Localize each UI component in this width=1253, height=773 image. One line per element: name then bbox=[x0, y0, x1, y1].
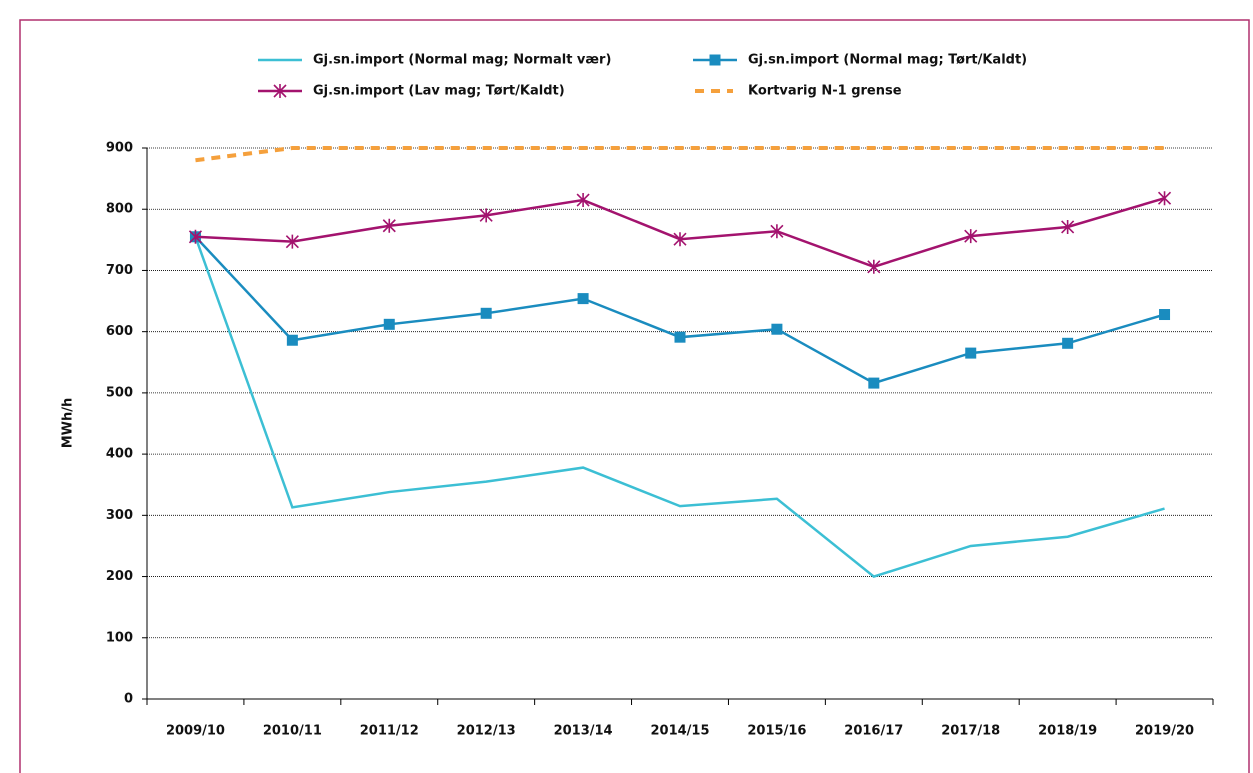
legend-label: Gj.sn.import (Normal mag; Normalt vær) bbox=[313, 53, 611, 68]
y-tick-label: 500 bbox=[106, 385, 133, 400]
marker bbox=[479, 208, 493, 223]
legend-label: Kortvarig N-1 grense bbox=[748, 84, 902, 99]
y-tick-label: 400 bbox=[106, 447, 133, 462]
marker bbox=[868, 377, 880, 389]
marker bbox=[867, 259, 881, 274]
marker bbox=[770, 224, 784, 239]
series-line bbox=[194, 235, 1165, 385]
marker bbox=[1062, 337, 1074, 349]
marker bbox=[964, 229, 978, 244]
series-line bbox=[194, 236, 1165, 578]
marker bbox=[1061, 219, 1075, 234]
series-line bbox=[195, 146, 1165, 163]
marker bbox=[673, 232, 687, 247]
y-tick-label: 700 bbox=[106, 263, 133, 278]
marker bbox=[188, 229, 203, 244]
marker bbox=[286, 334, 298, 346]
marker bbox=[771, 323, 783, 335]
marker bbox=[383, 318, 395, 330]
x-tick-label: 2011/12 bbox=[360, 724, 419, 739]
marker bbox=[674, 331, 686, 343]
x-tick-label: 2019/20 bbox=[1135, 724, 1194, 739]
legend-label: Gj.sn.import (Normal mag; Tørt/Kaldt) bbox=[748, 53, 1027, 68]
marker bbox=[965, 347, 977, 359]
y-axis-label: MWh/h bbox=[61, 398, 76, 449]
y-tick-label: 800 bbox=[106, 202, 133, 217]
x-tick-label: 2018/19 bbox=[1038, 724, 1097, 739]
marker bbox=[285, 234, 299, 249]
y-tick-label: 600 bbox=[106, 324, 133, 339]
x-tick-label: 2010/11 bbox=[263, 724, 322, 739]
y-tick-label: 100 bbox=[106, 630, 133, 645]
marker bbox=[480, 307, 492, 319]
x-tick-label: 2017/18 bbox=[941, 724, 1000, 739]
x-tick-label: 2016/17 bbox=[844, 724, 903, 739]
x-tick-label: 2014/15 bbox=[650, 724, 709, 739]
y-tick-label: 0 bbox=[124, 692, 133, 707]
frame bbox=[19, 19, 1250, 773]
marker bbox=[576, 193, 590, 208]
x-tick-label: 2013/14 bbox=[554, 724, 613, 739]
y-tick-label: 200 bbox=[106, 569, 133, 584]
marker bbox=[577, 293, 589, 305]
y-tick-label: 300 bbox=[106, 508, 133, 523]
marker bbox=[1159, 309, 1171, 321]
legend-marker bbox=[709, 54, 721, 66]
marker bbox=[382, 218, 396, 233]
x-tick-label: 2009/10 bbox=[166, 724, 225, 739]
legend-marker bbox=[273, 84, 287, 98]
legend-label: Gj.sn.import (Lav mag; Tørt/Kaldt) bbox=[313, 84, 565, 99]
x-tick-label: 2012/13 bbox=[457, 724, 516, 739]
x-tick-label: 2015/16 bbox=[747, 724, 806, 739]
marker bbox=[1157, 191, 1172, 206]
y-tick-label: 900 bbox=[106, 141, 133, 156]
